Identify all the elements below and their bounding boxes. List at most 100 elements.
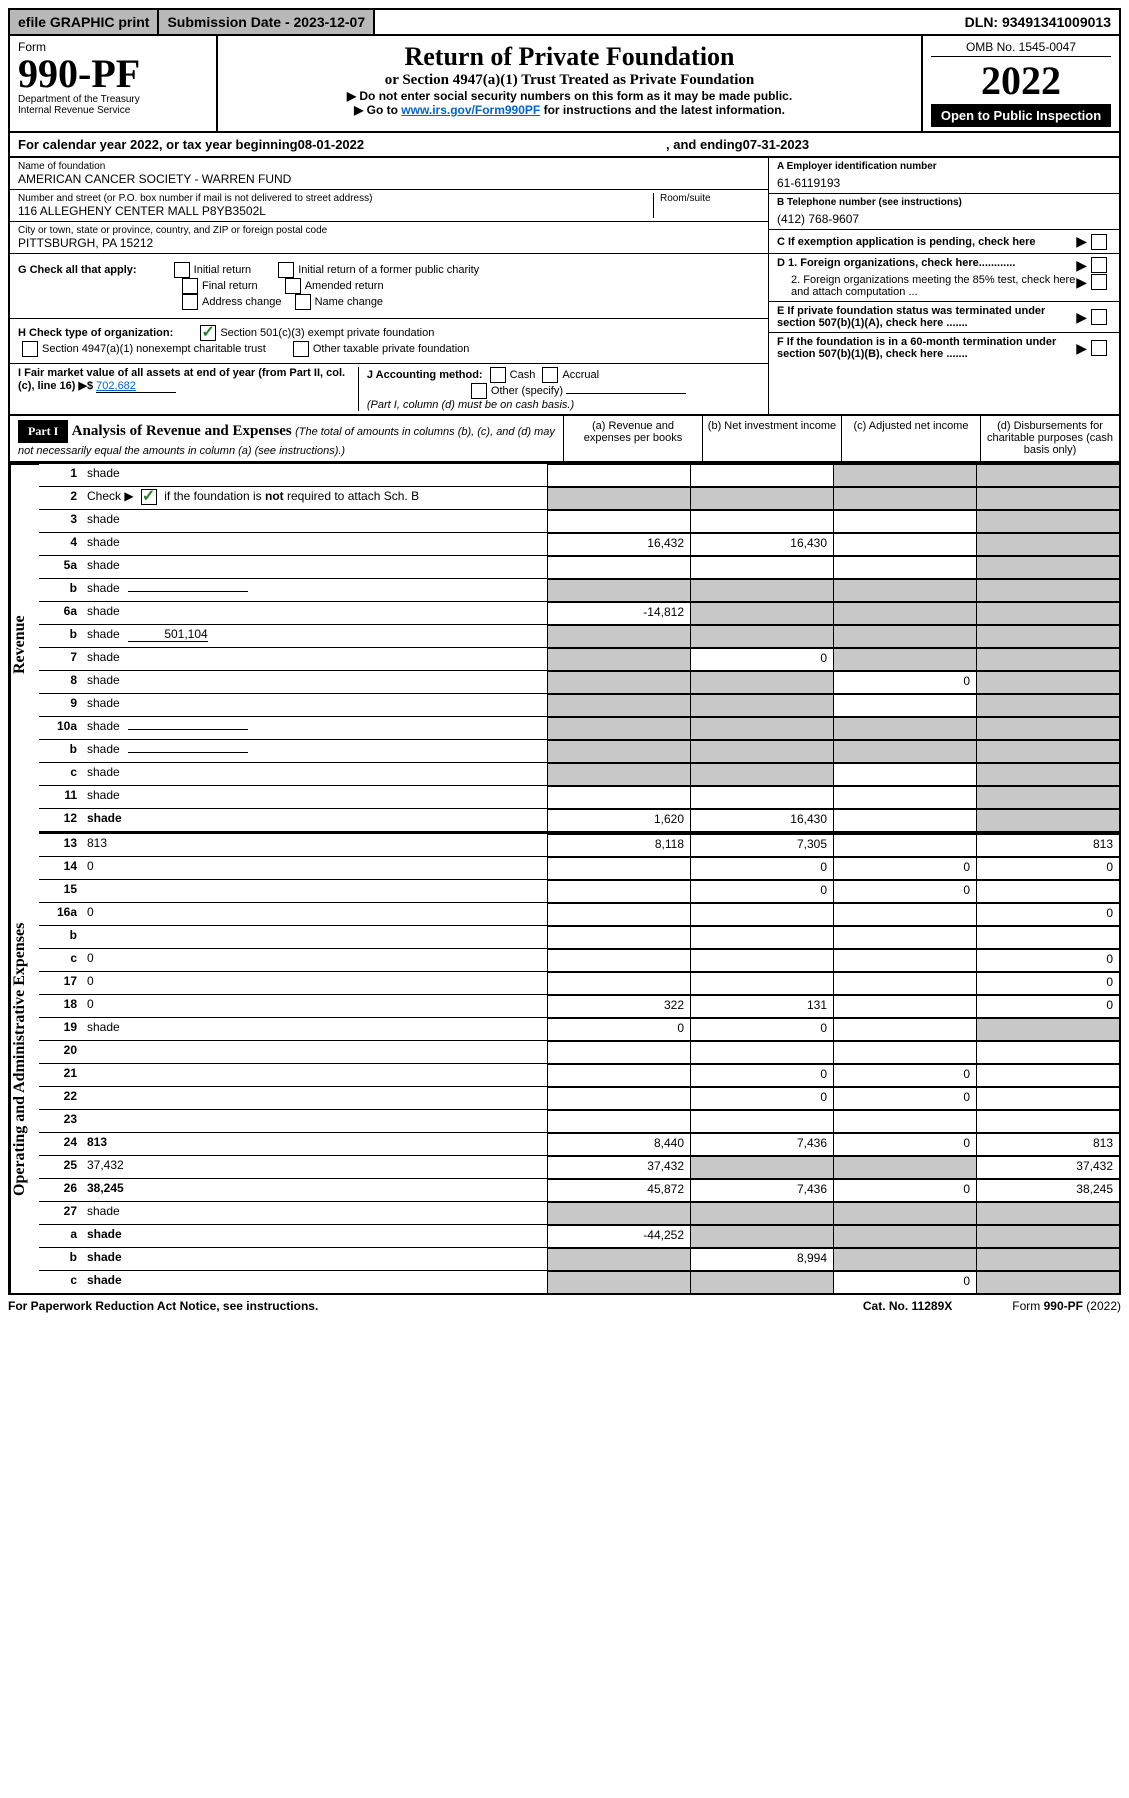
chk-other-method[interactable] [471, 383, 487, 399]
chk-c[interactable] [1091, 234, 1107, 250]
data-cell [690, 1225, 833, 1247]
addr-label: Number and street (or P.O. box number if… [18, 193, 653, 204]
line-number: b [39, 1248, 83, 1270]
chk-initial-return[interactable] [174, 262, 190, 278]
data-cell [976, 1041, 1119, 1063]
data-cell [547, 625, 690, 647]
data-cell [833, 949, 976, 971]
ein-label: A Employer identification number [777, 161, 1111, 172]
line-row: 3shade [39, 509, 1119, 532]
line-description: shade [83, 1225, 547, 1247]
chk-address-change[interactable] [182, 294, 198, 310]
chk-amended[interactable] [285, 278, 301, 294]
header-left: Form 990-PF Department of the Treasury I… [10, 36, 218, 131]
data-cell [547, 1041, 690, 1063]
id-left: Name of foundation AMERICAN CANCER SOCIE… [10, 158, 768, 414]
data-cell [547, 579, 690, 601]
chk-accrual[interactable] [542, 367, 558, 383]
line-row: 8shade0 [39, 670, 1119, 693]
chk-cash[interactable] [490, 367, 506, 383]
line-row: b [39, 925, 1119, 948]
chk-final-return[interactable] [182, 278, 198, 294]
opt-cash: Cash [510, 369, 536, 381]
data-cell [833, 1156, 976, 1178]
data-cell [976, 648, 1119, 670]
chk-d2[interactable] [1091, 274, 1107, 290]
chk-f[interactable] [1091, 340, 1107, 356]
line-description: shade501,104 [83, 625, 547, 647]
chk-sch-b[interactable] [141, 489, 157, 505]
chk-other-taxable[interactable] [293, 341, 309, 357]
line-number: c [39, 1271, 83, 1293]
line-number: 16a [39, 903, 83, 925]
line-row: 1803221310 [39, 994, 1119, 1017]
instruction-1: ▶ Do not enter social security numbers o… [230, 89, 909, 103]
grid-body: 1shade2Check ▶ if the foundation is not … [39, 463, 1119, 1293]
line-row: 12shade1,62016,430 [39, 808, 1119, 831]
data-cell [690, 949, 833, 971]
fmv-value[interactable]: 702,682 [96, 380, 176, 393]
data-cell: 7,436 [690, 1133, 833, 1155]
chk-e[interactable] [1091, 309, 1107, 325]
line-row: bshade501,104 [39, 624, 1119, 647]
line-number: 7 [39, 648, 83, 670]
line-description: 0 [83, 995, 547, 1017]
chk-name-change[interactable] [295, 294, 311, 310]
data-cell [833, 786, 976, 808]
data-cell: 0 [690, 880, 833, 902]
data-cell [976, 740, 1119, 762]
data-cell [833, 648, 976, 670]
data-cell: 37,432 [547, 1156, 690, 1178]
chk-initial-former[interactable] [278, 262, 294, 278]
data-cell: 813 [976, 1133, 1119, 1155]
irs-link[interactable]: www.irs.gov/Form990PF [401, 103, 540, 117]
data-cell [690, 579, 833, 601]
data-cell [690, 926, 833, 948]
data-cell [547, 671, 690, 693]
chk-d1[interactable] [1091, 257, 1107, 273]
line-description [83, 1110, 547, 1132]
data-cell [547, 717, 690, 739]
data-cell [833, 694, 976, 716]
line-row: 2Check ▶ if the foundation is not requir… [39, 486, 1119, 509]
line-description [83, 926, 547, 948]
tel-value: (412) 768-9607 [777, 208, 1111, 226]
line-row: 140000 [39, 856, 1119, 879]
side-labels: Revenue Operating and Administrative Exp… [10, 463, 39, 1293]
line-description: 0 [83, 972, 547, 994]
line-number: b [39, 579, 83, 601]
form-subtitle: or Section 4947(a)(1) Trust Treated as P… [230, 72, 909, 89]
expenses-side-label: Operating and Administrative Expenses [10, 825, 39, 1293]
instr2-pre: ▶ Go to [354, 103, 401, 117]
data-cell: 0 [833, 1179, 976, 1201]
data-cell [976, 809, 1119, 831]
data-cell: 0 [976, 995, 1119, 1017]
chk-501c3[interactable] [200, 325, 216, 341]
data-cell [976, 579, 1119, 601]
line-number: 8 [39, 671, 83, 693]
data-cell [547, 1087, 690, 1109]
line-description: shade [83, 464, 547, 486]
data-cell [547, 510, 690, 532]
data-cell [547, 1271, 690, 1293]
line-row: 7shade0 [39, 647, 1119, 670]
top-bar: efile GRAPHIC print Submission Date - 20… [8, 8, 1121, 36]
data-cell: 0 [976, 857, 1119, 879]
d2-label: 2. Foreign organizations meeting the 85%… [777, 274, 1076, 298]
line-description: Check ▶ if the foundation is not require… [83, 487, 547, 509]
data-cell [547, 926, 690, 948]
omb-number: OMB No. 1545-0047 [931, 40, 1111, 57]
data-cell [976, 1110, 1119, 1132]
line-number: 12 [39, 809, 83, 831]
data-cell: 0 [833, 880, 976, 902]
chk-4947[interactable] [22, 341, 38, 357]
line-description: shade [83, 510, 547, 532]
line-row: 248138,4407,4360813 [39, 1132, 1119, 1155]
data-cell [547, 1202, 690, 1224]
data-cell [547, 857, 690, 879]
data-cell [690, 717, 833, 739]
data-cell [976, 1271, 1119, 1293]
data-cell: 16,432 [547, 533, 690, 555]
data-cell [690, 510, 833, 532]
opt-former: Initial return of a former public charit… [298, 264, 479, 276]
